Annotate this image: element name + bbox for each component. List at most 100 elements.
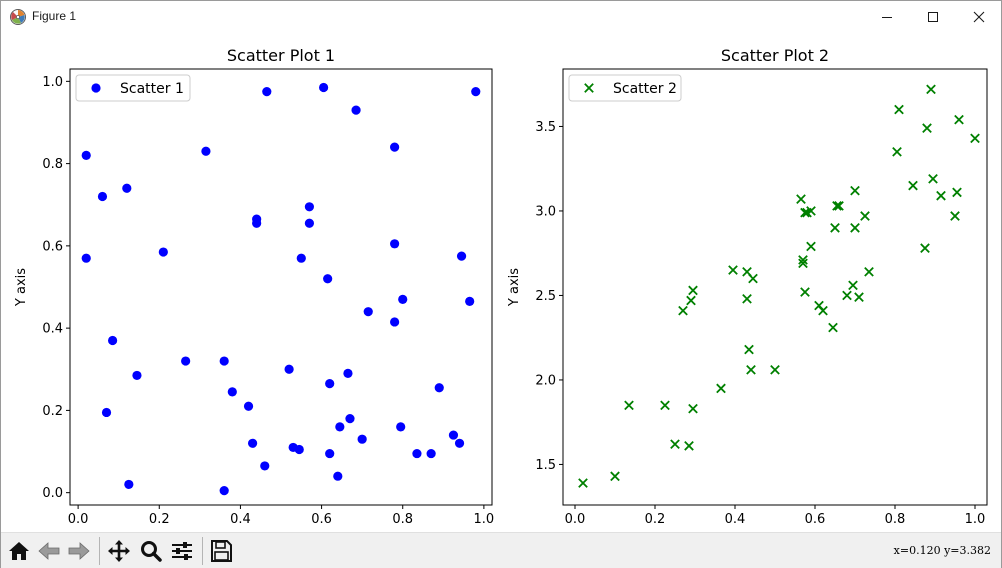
data-point [325, 448, 335, 459]
sliders-icon [172, 542, 192, 560]
title-bar[interactable]: Figure 1 [1, 1, 1001, 32]
data-point [108, 335, 118, 346]
close-button[interactable] [956, 1, 1002, 32]
data-point [954, 114, 964, 125]
data-point [806, 241, 816, 252]
chart-title: Scatter Plot 1 [227, 46, 335, 65]
data-point [850, 185, 860, 196]
data-point [970, 133, 980, 144]
y-tick-label: 3.0 [535, 204, 556, 219]
magnifier-icon [141, 541, 162, 562]
y-tick-label: 1.0 [42, 75, 63, 90]
arrow-right-icon [68, 542, 90, 560]
data-point [122, 183, 132, 193]
maximize-icon [928, 11, 938, 22]
move-arrows-icon [108, 540, 130, 562]
data-point [716, 383, 726, 394]
x-tick-label: 0.0 [68, 512, 89, 527]
data-point [926, 84, 936, 95]
data-point [678, 305, 688, 316]
legend-box [75, 74, 191, 102]
legend-marker [584, 83, 594, 93]
home-button[interactable] [4, 537, 34, 565]
data-point [908, 180, 918, 191]
data-point [471, 87, 481, 97]
data-point [390, 317, 400, 327]
arrow-left-icon [38, 542, 60, 560]
data-point [260, 461, 270, 471]
y-tick-label: 0.8 [42, 157, 63, 172]
x-tick-label: 0.8 [885, 512, 906, 527]
data-point [296, 253, 306, 263]
data-point [304, 218, 315, 228]
data-point [335, 422, 345, 432]
x-tick-label: 0.8 [392, 512, 413, 527]
back-button[interactable] [34, 537, 64, 565]
data-point [304, 202, 315, 212]
data-point [894, 104, 904, 115]
floppy-disk-icon [211, 540, 232, 562]
navigation-toolbar: x=0.120 y=3.382 [1, 532, 1001, 568]
data-point [936, 190, 946, 201]
data-point [448, 430, 459, 440]
subplot-2: Scatter Plot 2 0.0 0.2 0.4 0.6 0.8 1.0 1.5 2.0 2.… [507, 46, 988, 527]
data-point [892, 146, 902, 157]
data-point [578, 478, 588, 488]
data-point [434, 383, 444, 393]
data-point [465, 296, 475, 306]
cursor-coordinates: x=0.120 y=3.382 [893, 544, 991, 557]
x-tick-label: 0.0 [565, 512, 586, 527]
data-point [830, 223, 840, 233]
data-point [262, 87, 272, 97]
data-point [343, 368, 353, 378]
plot-area-frame [69, 68, 493, 506]
forward-button[interactable] [64, 537, 94, 565]
x-tick-label: 0.6 [805, 512, 826, 527]
y-tick-label: 0.0 [42, 486, 63, 501]
data-point [848, 280, 858, 291]
data-point [800, 207, 810, 218]
data-point [390, 239, 400, 249]
y-axis-label: Y axis [507, 268, 522, 307]
subplots-button[interactable] [167, 537, 197, 565]
x-tick-label: 0.2 [149, 512, 170, 527]
x-tick-label: 0.4 [230, 512, 251, 527]
zoom-button[interactable] [136, 537, 166, 565]
x-tick-label: 0.4 [725, 512, 746, 527]
legend-marker [91, 83, 101, 93]
data-point [688, 403, 698, 414]
data-point [798, 255, 808, 265]
data-point [842, 290, 852, 301]
data-point [357, 434, 367, 444]
data-point [319, 82, 329, 93]
x-tick-label: 0.2 [645, 512, 666, 527]
data-point [728, 265, 738, 275]
data-point [181, 356, 191, 366]
data-point [284, 364, 294, 374]
legend: Scatter 1 [75, 74, 191, 102]
data-point [920, 243, 930, 253]
legend-box [568, 74, 682, 102]
y-tick-label: 0.4 [42, 322, 63, 337]
x-tick-label: 0.6 [311, 512, 332, 527]
maximize-button[interactable] [910, 1, 956, 32]
data-point [854, 292, 864, 302]
window-title: Figure 1 [32, 9, 77, 23]
figure-canvas[interactable]: Scatter Plot 1 0.0 0.2 0.4 0.6 0.8 1.0 0.0 0.2 0.… [1, 32, 1001, 532]
legend-label: Scatter 1 [120, 81, 184, 97]
data-point [363, 307, 373, 317]
save-button[interactable] [206, 537, 236, 565]
data-point [828, 322, 838, 333]
subplot-1: Scatter Plot 1 0.0 0.2 0.4 0.6 0.8 1.0 0.0 0.2 0.… [14, 46, 494, 527]
y-tick-label: 3.5 [535, 120, 556, 135]
data-point [684, 441, 694, 451]
y-tick-label: 2.5 [535, 289, 556, 304]
data-point [798, 258, 808, 269]
legend-label: Scatter 2 [613, 81, 677, 97]
minimize-button[interactable] [864, 1, 910, 32]
home-icon [9, 542, 29, 560]
pan-button[interactable] [104, 537, 134, 565]
figure-svg[interactable]: Scatter Plot 1 0.0 0.2 0.4 0.6 0.8 1.0 0.0 0.2 0.… [1, 32, 1001, 532]
minimize-icon [882, 16, 892, 18]
data-point [81, 150, 91, 160]
